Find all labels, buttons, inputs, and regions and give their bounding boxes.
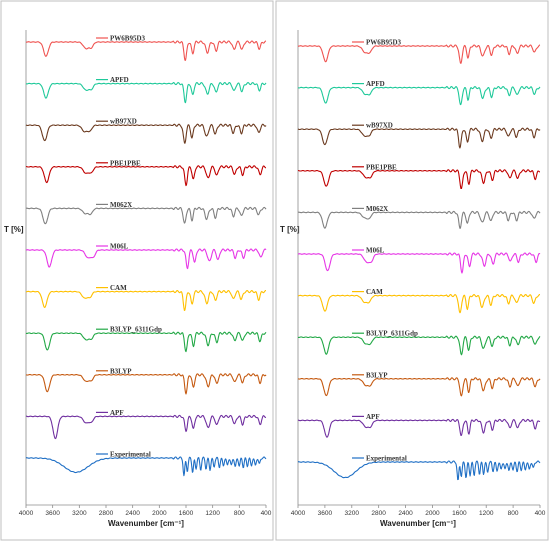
legend-label: M062X — [110, 201, 132, 209]
legend-label: CAM — [366, 288, 383, 296]
legend-label: M062X — [366, 205, 388, 213]
legend-label: PBE1PBE — [366, 163, 397, 171]
right-series-group — [297, 44, 541, 481]
x-tick-label: 1600 — [179, 510, 194, 517]
spectrum-line-pw6b95d3 — [297, 44, 541, 64]
spectrum-line-wb97xd — [25, 123, 267, 144]
spectrum-line-b3lyp — [25, 373, 267, 395]
spectrum-line-apf — [25, 414, 267, 440]
x-tick-label: 1200 — [205, 510, 220, 517]
x-tick-label: 800 — [508, 510, 519, 517]
x-tick-label: 400 — [535, 510, 546, 517]
spectrum-line-pw6b95d3 — [25, 40, 267, 61]
spectrum-line-m06l — [297, 252, 541, 274]
x-tick-label: 400 — [261, 510, 272, 517]
spectrum-line-apf — [297, 418, 541, 438]
right-panel: T [%] Wavenumber [cm⁻¹] 4000 3600 3200 2800… — [275, 0, 549, 541]
spectrum-line-cam — [297, 294, 541, 314]
x-tick-label: 1600 — [452, 510, 467, 517]
legend-label: B3LYP_6311Gdp — [366, 330, 418, 338]
spectrum-line-m062x — [25, 206, 267, 225]
legend-label: B3LYP — [110, 367, 132, 375]
x-tick-label: 3200 — [345, 510, 360, 517]
spectrum-line-experimental — [297, 460, 541, 481]
legend-label: APF — [110, 409, 124, 417]
legend-label: wB97XD — [110, 118, 137, 126]
x-tick-label: 4000 — [19, 510, 34, 517]
spectrum-line-pbe1pbe — [25, 165, 267, 187]
left-panel-frame — [0, 0, 274, 541]
legend-label: APFD — [366, 80, 385, 88]
x-tick-label: 3600 — [318, 510, 333, 517]
spectrum-line-b3lyp-6311gdp — [297, 335, 541, 356]
x-tick-label: 2400 — [125, 510, 140, 517]
spectrum-line-m062x — [297, 210, 541, 229]
spectrum-line-wb97xd — [297, 127, 541, 149]
x-tick-label: 1200 — [479, 510, 494, 517]
legend-label: PBE1PBE — [110, 159, 141, 167]
spectrum-line-m06l — [25, 248, 267, 270]
spectrum-line-b3lyp — [297, 377, 541, 397]
x-tick-label: 2000 — [152, 510, 167, 517]
left-series-group — [25, 40, 267, 477]
x-tick-label: 2400 — [398, 510, 413, 517]
x-tick-label: 4000 — [291, 510, 306, 517]
legend-label: APF — [366, 413, 380, 421]
legend-label: B3LYP — [366, 371, 388, 379]
x-tick-label: 2800 — [99, 510, 114, 517]
left-x-axis-label: Wavenumber [cm⁻¹] — [108, 519, 184, 528]
legend-label: wB97XD — [366, 122, 393, 130]
legend-label: B3LYP_6311Gdp — [110, 326, 162, 334]
left-legend: PW6B95D3 APFD wB97XD PBE1PBE M062X M06L CAM B3L… — [96, 35, 162, 459]
legend-label: CAM — [110, 284, 127, 292]
x-tick-label: 2000 — [425, 510, 440, 517]
legend-label: APFD — [110, 76, 129, 84]
x-tick-label: 3600 — [45, 510, 60, 517]
right-y-axis-label: T [%] — [280, 225, 300, 234]
right-x-axis-label: Wavenumber [cm⁻¹] — [380, 519, 456, 528]
spectrum-line-apfd — [297, 86, 541, 106]
x-tick-label: 3200 — [72, 510, 87, 517]
spectrum-line-experimental — [25, 456, 267, 477]
legend-label: PW6B95D3 — [366, 39, 402, 47]
legend-label: M06L — [110, 243, 129, 251]
legend-label: M06L — [366, 247, 385, 255]
legend-label: Experimental — [110, 451, 151, 459]
spectrum-line-pbe1pbe — [297, 169, 541, 190]
legend-label: PW6B95D3 — [110, 35, 146, 43]
spectrum-line-b3lyp-6311gdp — [25, 331, 267, 353]
x-tick-label: 2800 — [371, 510, 386, 517]
legend-label: Experimental — [366, 455, 407, 463]
spectrum-line-apfd — [25, 82, 267, 104]
spectrum-line-cam — [25, 290, 267, 312]
right-panel-frame — [275, 0, 549, 541]
right-x-ticks: 4000 3600 3200 2800 2400 2000 1600 1200 800 400 — [291, 505, 546, 517]
left-y-axis-label: T [%] — [4, 225, 24, 234]
x-tick-label: 800 — [234, 510, 245, 517]
left-x-ticks: 4000 3600 3200 2800 2400 2000 1600 1200 800 400 — [19, 505, 272, 517]
left-panel: T [%] Wavenumber [cm⁻¹] 4000 3600 3200 2800… — [0, 0, 274, 541]
right-legend: PW6B95D3 APFD wB97XD PBE1PBE M062X M06L CAM B3L… — [352, 39, 418, 463]
